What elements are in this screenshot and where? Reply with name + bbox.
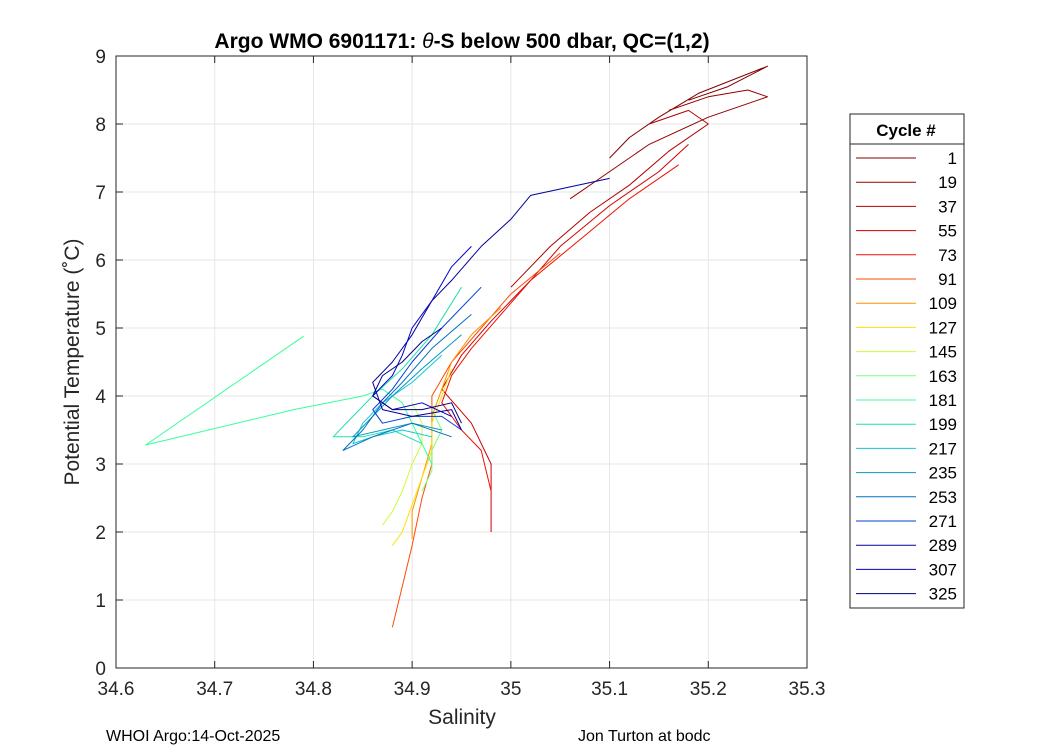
legend-label: 307 bbox=[929, 560, 957, 579]
series-line-cycle-37 bbox=[510, 109, 709, 288]
chart-title-symbol: θ bbox=[422, 30, 434, 53]
legend-item: 19 bbox=[856, 173, 957, 192]
legend-label: 235 bbox=[929, 464, 957, 483]
chart-title-suffix: -S below 500 dbar, QC=(1,2) bbox=[434, 30, 710, 53]
legend-item: 91 bbox=[856, 270, 957, 289]
legend-item: 37 bbox=[856, 197, 957, 216]
series-line-cycle-271 bbox=[372, 286, 482, 431]
x-tick-label: 34.8 bbox=[295, 679, 332, 700]
y-tick-label: 0 bbox=[95, 659, 106, 680]
series-line-cycle-1 bbox=[609, 65, 768, 159]
legend-item: 127 bbox=[856, 318, 957, 337]
x-tick-label: 34.7 bbox=[196, 679, 233, 700]
legend: Cycle # 1 19 37 55 73 91 109 127 145 163 181 199 217… bbox=[849, 113, 965, 609]
legend-label: 163 bbox=[929, 367, 957, 386]
legend-item: 253 bbox=[856, 488, 957, 507]
legend-label: 91 bbox=[938, 270, 957, 289]
series-line-cycle-325 bbox=[372, 327, 462, 424]
y-tick-label: 3 bbox=[95, 455, 106, 476]
legend-box bbox=[849, 113, 965, 609]
x-axis-label: Salinity bbox=[428, 706, 496, 729]
legend-label: 145 bbox=[929, 343, 957, 362]
legend-item: 289 bbox=[856, 536, 957, 555]
x-tick-label: 35 bbox=[500, 679, 521, 700]
x-tick-label: 34.6 bbox=[98, 679, 135, 700]
y-tick-label: 9 bbox=[95, 47, 106, 68]
chart-title: Argo WMO 6901171: θ-S below 500 dbar, QC… bbox=[214, 30, 709, 53]
series-line-cycle-127 bbox=[391, 368, 453, 546]
legend-item: 217 bbox=[856, 439, 957, 458]
legend-label: 199 bbox=[929, 415, 957, 434]
legend-item: 109 bbox=[856, 294, 957, 313]
y-tick-label: 2 bbox=[95, 523, 106, 544]
legend-label: 1 bbox=[948, 149, 957, 168]
chart-title-prefix: Argo WMO 6901171: bbox=[214, 30, 422, 53]
axis-ticks: 34.6 34.7 34.8 34.9 35 35.1 35.2 35.3 0 1 2 3 4 5 6 7 8 9 bbox=[95, 47, 825, 700]
legend-label: 127 bbox=[929, 318, 957, 337]
y-tick-label: 8 bbox=[95, 115, 106, 136]
series-line-cycle-217 bbox=[352, 354, 443, 445]
legend-item: 325 bbox=[856, 585, 957, 604]
legend-item: 145 bbox=[856, 343, 957, 362]
legend-label: 181 bbox=[929, 391, 957, 410]
legend-item: 199 bbox=[856, 415, 957, 434]
legend-label: 109 bbox=[929, 294, 957, 313]
legend-label: 55 bbox=[938, 222, 957, 241]
y-tick-label: 1 bbox=[95, 591, 106, 612]
y-tick-label: 7 bbox=[95, 183, 106, 204]
series-line-cycle-73 bbox=[441, 164, 679, 492]
plot-area: 34.6 34.7 34.8 34.9 35 35.1 35.2 35.3 0 1 2 3 4 5 6 7 8 9 bbox=[95, 47, 825, 700]
x-tick-label: 35.1 bbox=[591, 679, 628, 700]
legend-item: 307 bbox=[856, 560, 957, 579]
y-tick-label: 4 bbox=[95, 387, 106, 408]
series-line-cycle-199 bbox=[332, 286, 462, 445]
series-line-cycle-235 bbox=[352, 334, 462, 438]
x-tick-label: 35.3 bbox=[789, 679, 826, 700]
legend-item: 181 bbox=[856, 391, 957, 410]
x-tick-label: 35.2 bbox=[690, 679, 727, 700]
legend-item: 271 bbox=[856, 512, 957, 531]
legend-item: 73 bbox=[856, 246, 957, 265]
x-tick-label: 34.9 bbox=[394, 679, 431, 700]
legend-label: 325 bbox=[929, 585, 957, 604]
legend-item: 235 bbox=[856, 464, 957, 483]
footer-left: WHOI Argo:14-Oct-2025 bbox=[106, 728, 280, 745]
legend-label: 253 bbox=[929, 488, 957, 507]
legend-item: 1 bbox=[856, 149, 957, 168]
series-line-cycle-19 bbox=[569, 89, 768, 200]
legend-label: 289 bbox=[929, 536, 957, 555]
series-line-cycle-163 bbox=[421, 409, 443, 492]
series-layer bbox=[145, 65, 768, 628]
legend-label: 217 bbox=[929, 439, 957, 458]
legend-label: 37 bbox=[938, 197, 957, 216]
legend-label: 271 bbox=[929, 512, 957, 531]
legend-item: 163 bbox=[856, 367, 957, 386]
series-line-cycle-181 bbox=[145, 335, 433, 465]
series-line-cycle-253 bbox=[342, 314, 472, 451]
legend-item: 55 bbox=[856, 222, 957, 241]
y-tick-label: 5 bbox=[95, 319, 106, 340]
legend-label: 19 bbox=[938, 173, 957, 192]
y-tick-label: 6 bbox=[95, 251, 106, 272]
y-axis-label: Potential Temperature (˚C) bbox=[61, 238, 84, 485]
legend-label: 73 bbox=[938, 246, 957, 265]
series-line-cycle-289 bbox=[372, 177, 610, 431]
footer-right: Jon Turton at bodc bbox=[578, 728, 711, 745]
legend-title: Cycle # bbox=[876, 121, 936, 140]
series-line-cycle-145 bbox=[382, 402, 423, 526]
series-line-cycle-55 bbox=[441, 144, 689, 532]
